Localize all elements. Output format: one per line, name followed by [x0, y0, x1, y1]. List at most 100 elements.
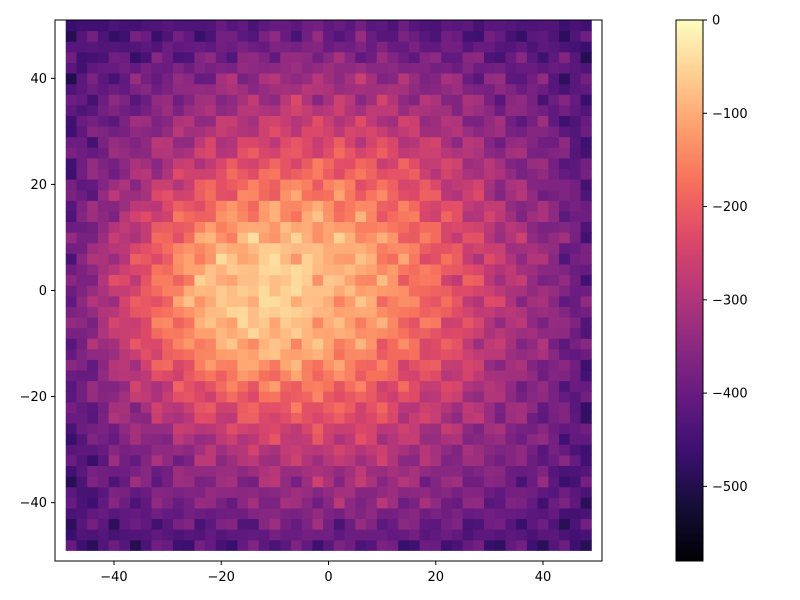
heatmap-cell [108, 83, 120, 95]
heatmap-cell [419, 295, 431, 307]
heatmap-cell [494, 136, 506, 148]
heatmap-cell [494, 94, 506, 106]
heatmap-cell [484, 83, 496, 95]
heatmap-cell [537, 73, 549, 85]
heatmap-cell [248, 529, 260, 541]
heatmap-cell [580, 41, 592, 53]
heatmap-cell [151, 168, 163, 180]
heatmap-cell [269, 454, 281, 467]
heatmap-cell [140, 401, 153, 413]
heatmap-cell [333, 242, 346, 254]
heatmap-cell [290, 518, 303, 530]
heatmap-cell [355, 444, 367, 456]
heatmap-cell [580, 104, 592, 116]
heatmap-cell [108, 73, 120, 85]
heatmap-cell [97, 317, 110, 329]
heatmap-cell [580, 529, 592, 541]
heatmap-cell [494, 73, 506, 85]
heatmap-cell [151, 412, 163, 424]
heatmap-cell [237, 507, 249, 520]
heatmap-cell [290, 497, 303, 509]
heatmap-cell [323, 412, 335, 424]
heatmap-cell [258, 338, 271, 350]
heatmap-cell [280, 126, 292, 138]
heatmap-cell [269, 476, 281, 488]
heatmap-cell [258, 232, 271, 244]
heatmap-cell [580, 370, 592, 382]
heatmap-cell [87, 210, 99, 223]
heatmap-cell [537, 83, 549, 95]
heatmap-cell [408, 189, 421, 201]
heatmap-cell [419, 391, 431, 403]
heatmap-cell [355, 295, 367, 307]
heatmap-cell [97, 465, 110, 477]
heatmap-cell [280, 20, 292, 32]
heatmap-cell [548, 497, 560, 509]
heatmap-cell [376, 348, 388, 360]
heatmap-cell [65, 359, 77, 371]
heatmap-cell [548, 83, 560, 95]
heatmap-cell [119, 423, 131, 435]
heatmap-cell [462, 486, 474, 498]
x-tick-label: −20 [208, 570, 235, 585]
heatmap-cell [398, 327, 410, 339]
heatmap-cell [376, 242, 388, 254]
heatmap-cell [366, 73, 378, 85]
heatmap-cell [65, 157, 77, 170]
heatmap-cell [387, 126, 399, 138]
heatmap-cell [516, 104, 528, 116]
heatmap-cell [194, 62, 206, 74]
heatmap-cell [494, 391, 506, 403]
heatmap-cell [537, 433, 549, 445]
heatmap-cell [494, 242, 506, 254]
heatmap-cell [430, 359, 442, 371]
heatmap-cell [559, 94, 571, 106]
heatmap-cell [526, 115, 539, 127]
heatmap-cell [323, 401, 335, 413]
heatmap-cell [494, 200, 506, 212]
heatmap-cell [215, 401, 228, 413]
heatmap-cell [280, 317, 292, 329]
heatmap-cell [484, 232, 496, 244]
heatmap-cell [441, 359, 453, 371]
heatmap-cell [323, 126, 335, 138]
heatmap-cell [441, 232, 453, 244]
heatmap-cell [387, 465, 399, 477]
heatmap-cell [280, 497, 292, 509]
heatmap-cell [108, 200, 120, 212]
heatmap-cell [140, 370, 153, 382]
heatmap-cell [130, 147, 142, 159]
heatmap-cell [183, 423, 195, 435]
heatmap-cell [473, 285, 485, 297]
heatmap-cell [76, 157, 88, 170]
heatmap-cell [516, 221, 528, 233]
heatmap-cell [226, 232, 238, 244]
heatmap-cell [172, 189, 185, 201]
heatmap-cell [183, 401, 195, 413]
heatmap-cell [537, 62, 549, 74]
colorbar-tick-label: −200 [712, 200, 748, 215]
heatmap-cell [97, 423, 110, 435]
heatmap-cell [258, 115, 271, 127]
heatmap-cell [140, 454, 153, 467]
heatmap-cell [205, 157, 217, 170]
heatmap-cell [333, 20, 346, 32]
heatmap-cell [119, 200, 131, 212]
heatmap-cell [516, 338, 528, 350]
heatmap-cell [140, 285, 153, 297]
heatmap-cell [559, 136, 571, 148]
heatmap-cell [130, 412, 142, 424]
heatmap-cell [333, 317, 346, 329]
heatmap-cell [130, 157, 142, 170]
heatmap-cell [215, 348, 228, 360]
heatmap-cell [97, 370, 110, 382]
heatmap-cell [548, 189, 560, 201]
heatmap-cell [419, 380, 431, 392]
heatmap-cell [97, 157, 110, 170]
heatmap-cell [323, 242, 335, 254]
heatmap-cell [569, 104, 582, 116]
heatmap-cell [516, 115, 528, 127]
heatmap-cell [526, 168, 539, 180]
heatmap-cell [269, 433, 281, 445]
heatmap-cell [280, 157, 292, 170]
